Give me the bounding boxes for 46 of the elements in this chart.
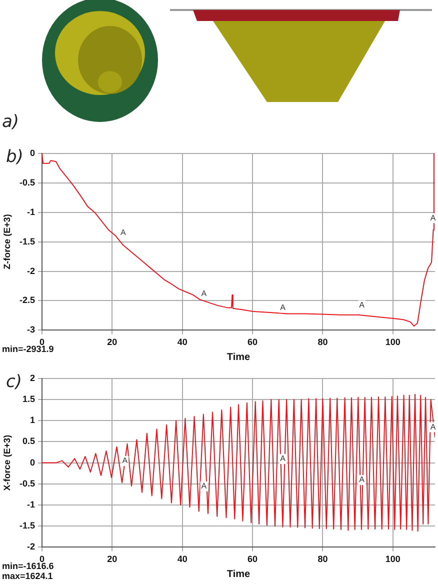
y-tick-label: -2 [26, 266, 35, 276]
annotation: A [359, 475, 366, 484]
y-axis-title: Z-force (E+3) [2, 214, 12, 270]
x-tick-label: 100 [385, 554, 400, 564]
annotation: A [430, 213, 436, 222]
y-tick-label: -2.5 [19, 295, 35, 306]
y-tick-label: 1.5 [22, 394, 35, 404]
y-tick-label: -1 [26, 499, 35, 510]
text: a) [2, 112, 20, 132]
annotation: A [430, 422, 436, 432]
y-tick-label: -2 [26, 542, 35, 552]
x-axis-title: Time [226, 568, 251, 580]
x-tick-label: 60 [248, 337, 258, 348]
x-tick-label: 40 [177, 554, 188, 564]
annotation: A [122, 456, 128, 466]
y-tick-label: -3 [26, 324, 35, 335]
y-tick-label: 1 [30, 415, 35, 426]
y-tick-label: -0.5 [19, 478, 35, 488]
x-tick-label: 40 [177, 337, 188, 348]
annotation: A [280, 454, 286, 464]
y-tick-label: -1.5 [19, 520, 35, 531]
annotation: A [359, 300, 366, 310]
annotation: A [201, 288, 208, 298]
y-tick-label: -1.5 [19, 236, 35, 246]
y-tick-label: -1 [26, 206, 35, 217]
x-tick-label: 20 [107, 337, 118, 348]
annotation: A [120, 228, 127, 238]
annotation: A [201, 482, 208, 491]
x-tick-label: 80 [318, 554, 328, 564]
text: max=1624.1 [2, 571, 53, 582]
x-tick-label: 60 [248, 554, 258, 564]
y-tick-label: 0 [30, 148, 35, 158]
x-tick-label: 80 [318, 337, 328, 348]
text: min=-1616.6 [2, 561, 54, 572]
chart-title: c) [6, 372, 22, 392]
y-tick-label: 2 [30, 372, 35, 383]
x-axis-title: Time [226, 352, 251, 363]
x-tick-label: 100 [385, 337, 400, 348]
annotation: A [280, 302, 286, 312]
y-tick-label: 0 [30, 457, 35, 468]
x-tick-label: 20 [107, 554, 118, 564]
text: min=-2931.9 [2, 344, 54, 354]
y-axis-title: X-force (E+3) [2, 434, 12, 491]
y-tick-label: 0.5 [22, 436, 35, 446]
chart-title: b) [6, 146, 24, 167]
y-tick-label: -0.5 [19, 177, 35, 188]
